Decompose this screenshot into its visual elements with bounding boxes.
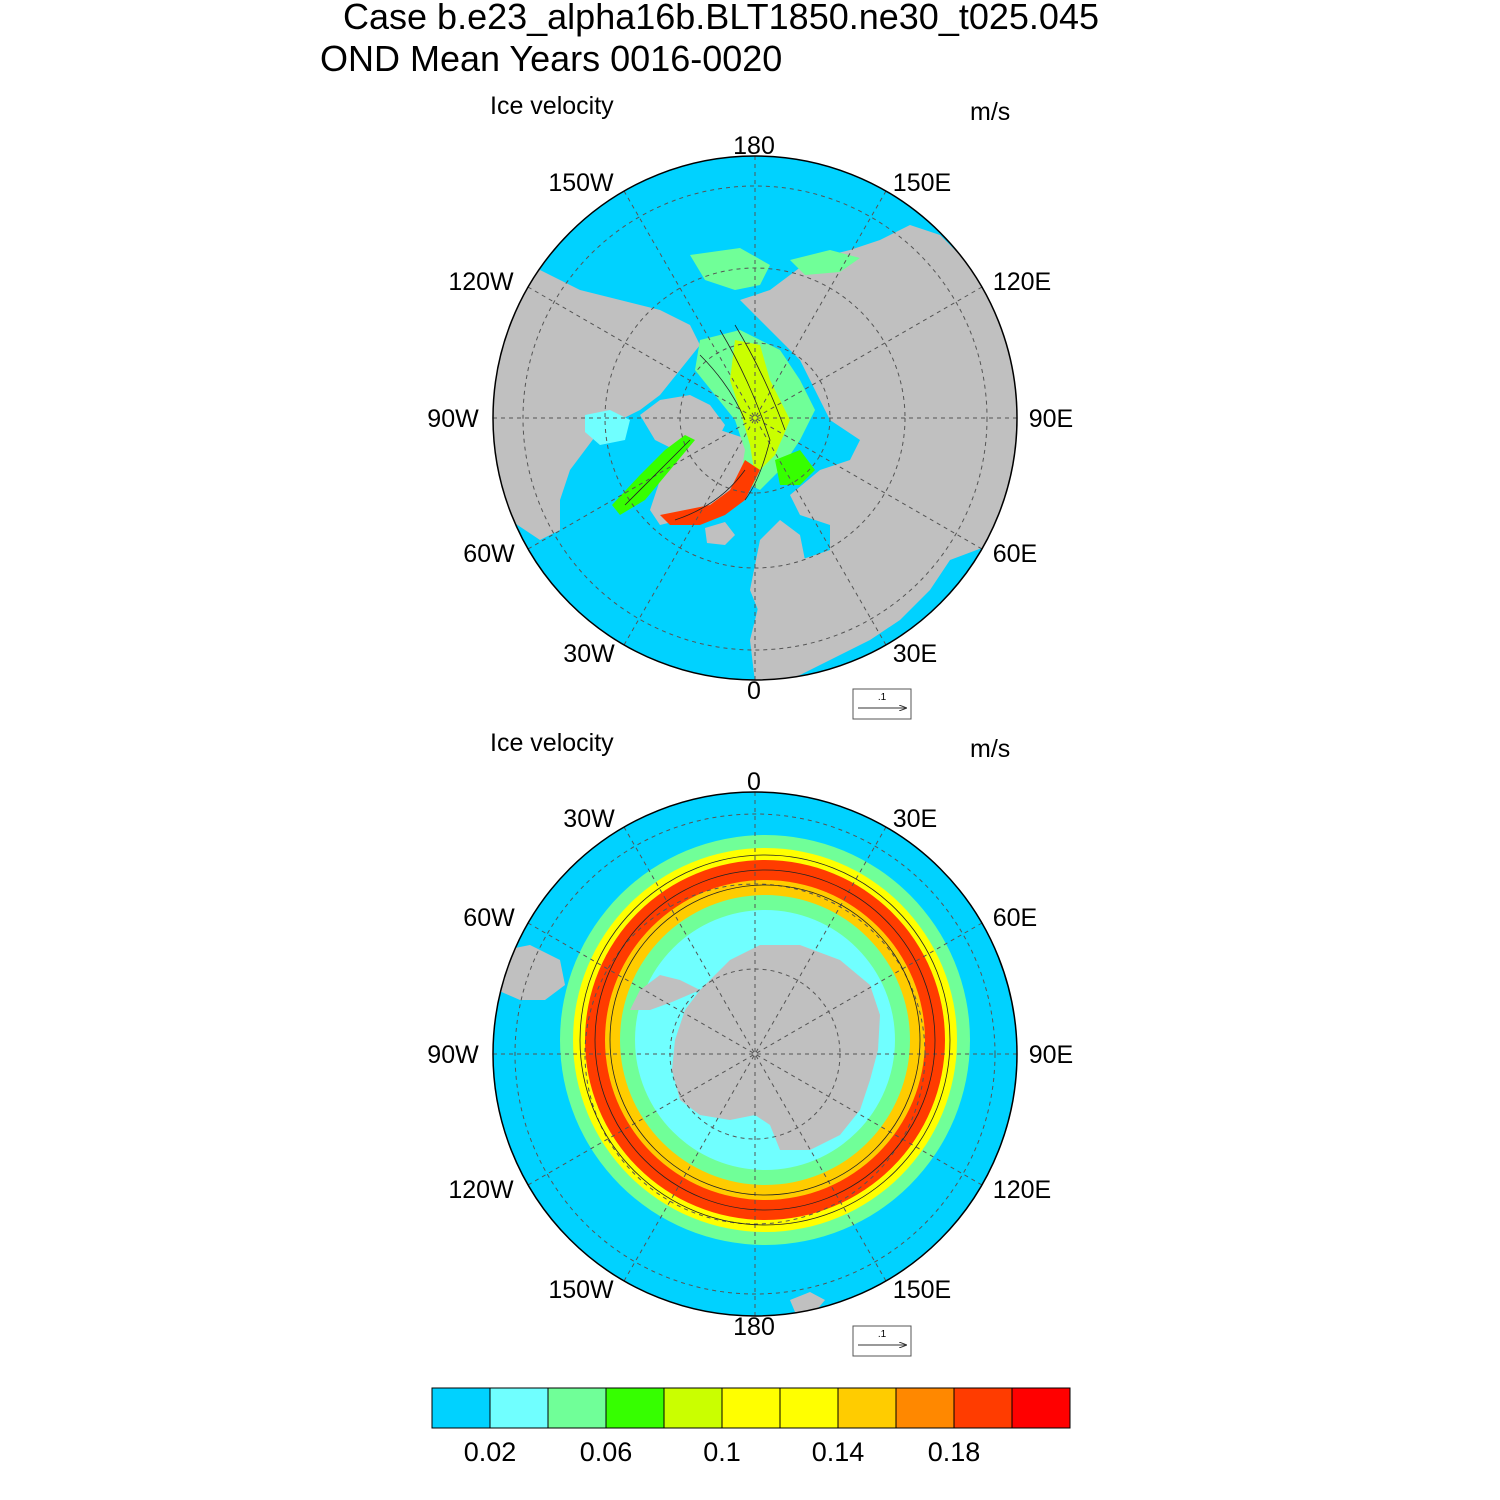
south-panel-title: Ice velocity bbox=[490, 729, 614, 757]
north-map-border bbox=[492, 155, 1018, 681]
south-flow-vectors bbox=[579, 854, 951, 1226]
north-polar-map bbox=[492, 155, 1018, 681]
north-land-iceland bbox=[705, 522, 735, 545]
north-ice-bering bbox=[690, 248, 770, 290]
colorbar-tick-label: 0.02 bbox=[464, 1437, 517, 1467]
south-lon-labels: 0 180 90W 90E 30W 30E 60W 60E 120W 120E … bbox=[427, 768, 1073, 1341]
colorbar-swatch bbox=[837, 1387, 897, 1429]
svg-text:.1: .1 bbox=[878, 1329, 887, 1340]
colorbar-swatch bbox=[605, 1387, 665, 1429]
north-ice-fram-strait bbox=[660, 460, 760, 525]
colorbar-labels: 0.02 0.06 0.1 0.14 0.18 bbox=[464, 1437, 981, 1467]
figure-title-period: OND Mean Years 0016-0020 bbox=[320, 38, 783, 79]
colorbar-swatch bbox=[895, 1387, 955, 1429]
north-land-eurasia bbox=[740, 225, 1017, 680]
north-ice-okhotsk bbox=[790, 250, 860, 275]
north-ice-core bbox=[730, 340, 790, 475]
north-ice-baffin bbox=[612, 435, 695, 515]
south-label-lr1: 120E bbox=[993, 1176, 1051, 1204]
south-land-nz bbox=[790, 1292, 825, 1312]
colorbar-tick-label: 0.18 bbox=[928, 1437, 981, 1467]
south-label-ll2: 150W bbox=[548, 1276, 614, 1304]
south-label-right: 90E bbox=[1029, 1041, 1073, 1069]
north-label-ll1: 60W bbox=[463, 540, 515, 568]
south-land-south-america bbox=[497, 945, 565, 1000]
south-label-ul2: 60W bbox=[463, 904, 515, 932]
north-label-lr1: 60E bbox=[993, 540, 1037, 568]
colorbar-swatch bbox=[721, 1387, 781, 1429]
south-label-top: 0 bbox=[747, 768, 761, 796]
north-label-top: 180 bbox=[733, 132, 775, 160]
north-flow-vectors bbox=[624, 324, 786, 521]
colorbar-tick-label: 0.06 bbox=[580, 1437, 633, 1467]
north-label-ll2: 30W bbox=[563, 640, 615, 668]
south-reference-vector: .1 bbox=[852, 1325, 912, 1357]
north-ice-hudson bbox=[585, 410, 630, 445]
colorbar-swatch bbox=[1011, 1387, 1071, 1429]
north-lon-labels: 180 0 90W 90E 150W 150E 120W 120E 60W 60… bbox=[427, 132, 1073, 705]
north-ice-kara bbox=[775, 450, 815, 485]
north-label-ul1: 150W bbox=[548, 169, 614, 197]
north-label-left: 90W bbox=[427, 405, 479, 433]
figure-title-case: Case b.e23_alpha16b.BLT1850.ne30_t025.04… bbox=[343, 0, 1099, 37]
south-map-border bbox=[492, 791, 1018, 1317]
colorbar-swatch bbox=[431, 1387, 491, 1429]
north-panel-title: Ice velocity bbox=[490, 92, 614, 120]
north-land-americas bbox=[493, 270, 700, 540]
south-label-left: 90W bbox=[427, 1041, 479, 1069]
north-panel-units: m/s bbox=[970, 98, 1011, 126]
colorbar-swatch bbox=[547, 1387, 607, 1429]
colorbar bbox=[431, 1387, 1071, 1429]
colorbar-tick-label: 0.1 bbox=[703, 1437, 741, 1467]
north-label-ul2: 120W bbox=[448, 268, 514, 296]
north-label-ur2: 120E bbox=[993, 268, 1051, 296]
north-reference-vector: .1 bbox=[852, 688, 912, 720]
colorbar-swatch bbox=[489, 1387, 549, 1429]
south-land-antarctica bbox=[672, 945, 880, 1150]
north-label-lr2: 30E bbox=[893, 640, 937, 668]
south-graticule bbox=[493, 792, 1017, 1316]
south-polar-map bbox=[492, 791, 1018, 1317]
north-label-ur1: 150E bbox=[893, 169, 951, 197]
south-label-ul1: 30W bbox=[563, 805, 615, 833]
south-label-ll1: 120W bbox=[448, 1176, 514, 1204]
south-label-ur1: 30E bbox=[893, 805, 937, 833]
south-land-peninsula bbox=[630, 975, 700, 1010]
colorbar-swatch bbox=[663, 1387, 723, 1429]
south-label-bottom: 180 bbox=[733, 1313, 775, 1341]
north-label-bottom: 0 bbox=[747, 677, 761, 705]
north-land-greenland bbox=[650, 430, 755, 525]
colorbar-swatch bbox=[953, 1387, 1013, 1429]
colorbar-swatch bbox=[779, 1387, 839, 1429]
south-label-lr2: 150E bbox=[893, 1276, 951, 1304]
north-land-scandinavia bbox=[750, 520, 805, 615]
north-label-right: 90E bbox=[1029, 405, 1073, 433]
svg-text:.1: .1 bbox=[878, 692, 887, 703]
south-panel-units: m/s bbox=[970, 735, 1011, 763]
colorbar-tick-label: 0.14 bbox=[812, 1437, 865, 1467]
south-label-ur2: 60E bbox=[993, 904, 1037, 932]
north-graticule bbox=[493, 156, 1017, 680]
